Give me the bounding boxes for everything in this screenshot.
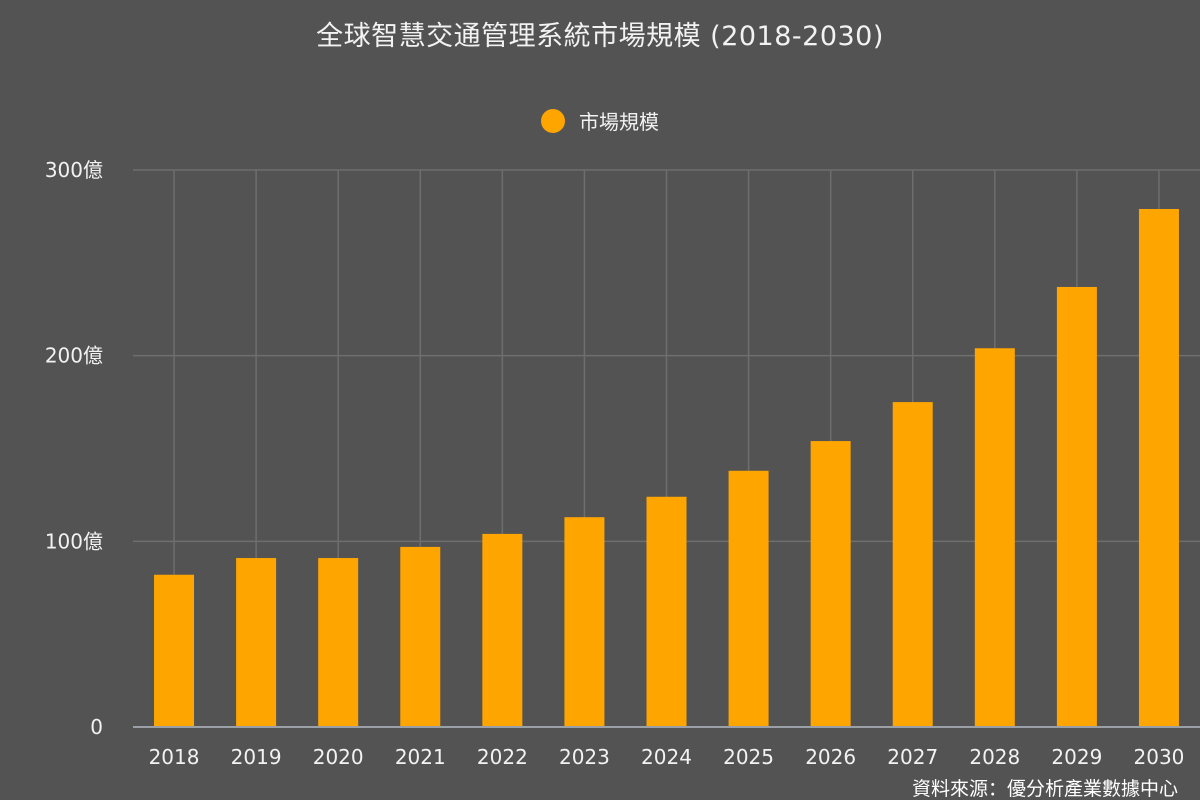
x-tick-label: 2029 (1051, 745, 1102, 769)
x-tick-label: 2028 (969, 745, 1020, 769)
tick-labels: 0 100億 200億 300億 2018 2019 2020 2021 2022 2023 202… (45, 158, 1185, 769)
y-tick-label: 200億 (45, 344, 103, 368)
legend-swatch-circle-icon (541, 108, 565, 133)
x-tick-label: 2025 (723, 745, 774, 769)
x-tick-label: 2018 (149, 745, 200, 769)
bars (154, 208, 1179, 728)
chart-title: 全球智慧交通管理系統市場規模 (2018-2030) (316, 21, 884, 52)
bar-2027 (892, 402, 933, 727)
chart-legend[interactable]: 市場規模 (0, 106, 1200, 135)
bar-2024 (646, 496, 687, 727)
x-tick-label: 2024 (641, 745, 692, 769)
bar-2029 (1056, 286, 1097, 727)
y-tick-label: 100億 (45, 529, 103, 553)
x-tick-label: 2022 (477, 745, 528, 769)
x-tick-label: 2023 (559, 745, 610, 769)
x-tick-label: 2020 (313, 745, 364, 769)
legend-label: 市場規模 (579, 110, 659, 134)
bar-2023 (564, 517, 605, 727)
bar-2030 (1138, 208, 1179, 728)
bar-2021 (400, 546, 441, 727)
bar-2020 (318, 558, 359, 727)
y-tick-label: 0 (90, 715, 103, 739)
bar-2026 (810, 441, 851, 727)
source-note: 資料來源：優分析產業數據中心 (911, 778, 1178, 800)
x-tick-label: 2026 (805, 745, 856, 769)
x-tick-label: 2021 (395, 745, 446, 769)
bar-2018 (154, 574, 195, 727)
x-tick-label: 2027 (887, 745, 938, 769)
x-tick-label: 2019 (231, 745, 282, 769)
bar-2019 (236, 558, 277, 727)
x-tick-label: 2030 (1134, 745, 1185, 769)
bar-2028 (974, 348, 1015, 727)
bar-2022 (482, 533, 523, 727)
y-tick-label: 300億 (45, 158, 103, 182)
bar-2025 (728, 470, 769, 727)
